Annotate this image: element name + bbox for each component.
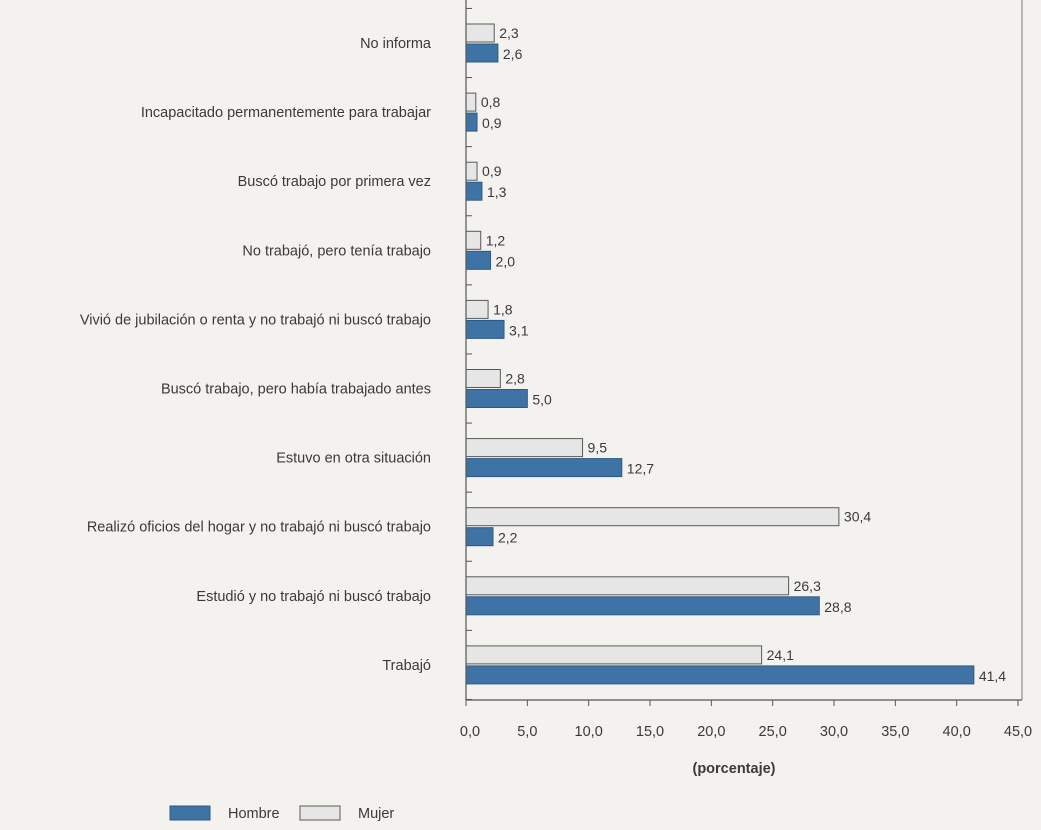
value-label-hombre: 3,1 — [509, 322, 529, 338]
x-tick-label: 10,0 — [575, 724, 603, 740]
bar-hombre — [465, 112, 478, 132]
bar-mujer — [465, 507, 840, 527]
category-label: Buscó trabajo, pero había trabajado ante… — [161, 382, 431, 398]
category-label: No trabajó, pero tenía trabajo — [242, 243, 431, 259]
axes — [465, 0, 1023, 706]
bar-hombre — [465, 181, 483, 201]
legend: Hombre Mujer — [169, 805, 394, 822]
x-tick-label: 0,0 — [460, 724, 480, 740]
category-label: Buscó trabajo por primera vez — [238, 174, 431, 190]
legend-label-mujer: Mujer — [358, 806, 394, 822]
category-label: Vivió de jubilación o renta y no trabajó… — [80, 312, 431, 328]
bar-mujer — [465, 92, 477, 112]
category-labels: No informa Incapacitado permanentemente p… — [80, 36, 432, 674]
x-tick-label: 5,0 — [517, 724, 537, 740]
x-tick-label: 40,0 — [943, 724, 971, 740]
category-label: No informa — [360, 36, 432, 52]
bar-hombre — [465, 389, 528, 408]
x-tick-labels: 0,0 5,0 10,0 15,0 20,0 25,0 30,0 35,0 40,0 45,0 — [460, 724, 1032, 740]
legend-label-hombre: Hombre — [228, 806, 280, 822]
value-label-hombre: 5,0 — [532, 392, 552, 408]
bar-hombre — [465, 665, 975, 685]
legend-swatch-mujer — [299, 805, 341, 821]
value-label-mujer: 30,4 — [844, 509, 871, 525]
category-label: Estudió y no trabajó ni buscó trabajo — [196, 589, 431, 605]
value-label-hombre: 28,8 — [824, 599, 851, 615]
value-label-mujer: 2,8 — [505, 371, 525, 387]
x-tick-label: 35,0 — [881, 724, 909, 740]
bar-mujer — [465, 299, 489, 319]
value-label-mujer: 2,3 — [499, 25, 519, 41]
value-label-hombre: 2,0 — [496, 253, 516, 269]
x-tick-label: 15,0 — [636, 724, 664, 740]
x-axis-title: (porcentaje) — [693, 761, 776, 777]
value-label-mujer: 1,8 — [493, 301, 513, 317]
bar-mujer — [465, 438, 584, 458]
bar-mujer — [465, 23, 495, 43]
bar-hombre — [465, 596, 820, 616]
bar-mujer — [465, 576, 790, 596]
bar-mujer — [465, 161, 478, 181]
value-label-hombre: 12,7 — [627, 461, 654, 477]
category-label: Estuvo en otra situación — [276, 451, 431, 467]
category-label: Incapacitado permanentemente para trabaj… — [141, 105, 431, 121]
bar-mujer — [465, 645, 763, 665]
bar-hombre — [465, 319, 505, 339]
x-tick-label: 30,0 — [820, 724, 848, 740]
value-label-hombre: 41,4 — [979, 668, 1006, 684]
value-label-hombre: 0,9 — [482, 115, 502, 131]
bars — [465, 23, 975, 685]
bar-hombre — [465, 43, 499, 63]
value-label-mujer: 0,8 — [481, 94, 501, 110]
value-label-hombre: 2,2 — [498, 530, 518, 546]
legend-swatch-hombre — [169, 805, 211, 821]
x-tick-label: 45,0 — [1004, 724, 1032, 740]
x-tick-label: 25,0 — [759, 724, 787, 740]
value-label-mujer: 9,5 — [588, 440, 608, 456]
bar-hombre — [465, 458, 623, 478]
value-label-mujer: 1,2 — [486, 232, 506, 248]
value-label-hombre: 2,6 — [503, 46, 523, 62]
value-label-mujer: 24,1 — [767, 647, 794, 663]
bar-mujer — [465, 230, 482, 250]
value-label-hombre: 1,3 — [487, 184, 507, 200]
x-tick-label: 20,0 — [697, 724, 725, 740]
category-label: Realizó oficios del hogar y no trabajó n… — [87, 520, 431, 536]
bar-hombre — [465, 527, 494, 547]
bar-hombre — [465, 250, 492, 270]
bar-mujer — [465, 369, 501, 388]
value-label-mujer: 0,9 — [482, 163, 502, 179]
category-label: Trabajó — [382, 658, 431, 674]
bar-value-labels: 2,3 2,6 0,8 0,9 0,9 1,3 1,2 2,0 1,8 3,1 2,8 5,0 9,5 1… — [481, 25, 1006, 684]
value-label-mujer: 26,3 — [794, 578, 821, 594]
